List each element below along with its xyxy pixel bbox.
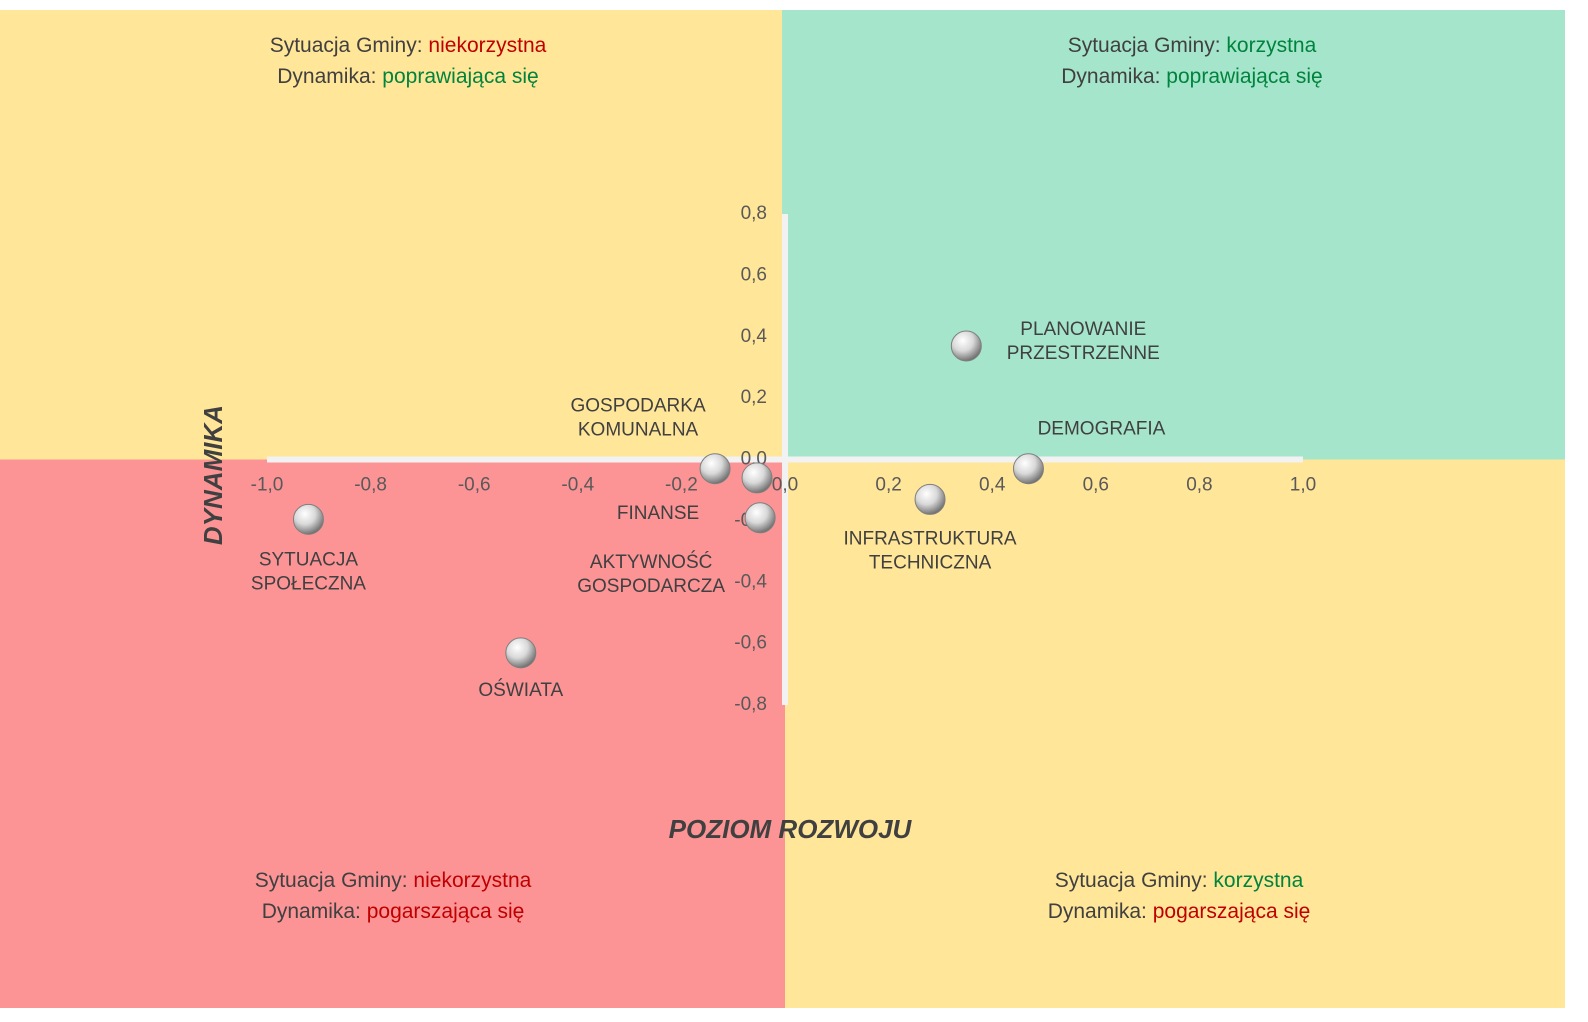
point-label: SPOŁECZNA [251,573,366,594]
y-tick-label: -0,4 [734,571,767,592]
quadrant [0,459,785,1008]
quadrant [0,10,782,460]
quadrant-label: Dynamika: [277,65,382,88]
point-label: TECHNICZNA [869,552,992,573]
point-label: OŚWIATA [478,679,563,701]
quadrant-text: Dynamika: poprawiająca się [277,65,538,88]
x-tick-label: 0,6 [1083,475,1109,496]
x-tick-label: 0,2 [875,475,901,496]
point [505,637,537,669]
quadrant-value: niekorzystna [428,34,546,57]
quadrant-text: Dynamika: poprawiająca się [1061,65,1322,88]
quadrant-label: Sytuacja Gminy: [1055,869,1214,892]
point [1012,453,1044,485]
quadrant-value: pogarszająca się [1153,900,1311,923]
quadrant-label: Sytuacja Gminy: [255,869,414,892]
x-tick-label: -0,6 [458,475,491,496]
y-tick-label: 0,4 [741,326,768,347]
quadrant-text: Sytuacja Gminy: niekorzystna [255,869,532,892]
quadrant-text: Dynamika: pogarszająca się [1048,900,1311,923]
quadrant-value: korzystna [1213,869,1303,892]
quadrant-label: Dynamika: [1061,65,1166,88]
quadrant-value: niekorzystna [413,869,531,892]
point [950,330,982,362]
point-label: DEMOGRAFIA [1038,419,1166,440]
y-tick-label: 0,2 [741,387,767,408]
x-axis-title: POZIOM ROZWOJU [669,814,913,844]
quadrant-label: Dynamika: [1048,900,1153,923]
x-tick-label: 0,4 [979,475,1006,496]
point-label: AKTYWNOŚĆ [590,551,712,573]
x-tick-label: 0,8 [1186,475,1212,496]
quadrant-label: Sytuacja Gminy: [270,34,429,57]
point [292,503,324,535]
quadrant-text: Sytuacja Gminy: korzystna [1055,869,1304,892]
point [699,453,731,485]
point-label: PRZESTRZENNE [1007,343,1160,364]
point-label: SYTUACJA [259,549,359,570]
y-tick-label: 0,8 [741,203,767,224]
x-tick-label: -0,4 [561,475,594,496]
x-tick-label: 0,0 [772,475,798,496]
point-label: GOSPODARKA [570,396,705,417]
quadrant-label: Dynamika: [262,900,367,923]
quadrant [785,459,1565,1008]
point [914,483,946,515]
y-tick-label: -0,8 [734,694,767,715]
quadrant-value: korzystna [1226,34,1316,57]
y-axis-title: DYNAMIKA [198,405,228,545]
quadrant-text: Dynamika: pogarszająca się [262,900,525,923]
point-label: INFRASTRUKTURA [843,528,1016,549]
x-tick-label: -0,8 [354,475,387,496]
x-tick-label: -0,2 [665,475,698,496]
point-label: PLANOWANIE [1020,319,1146,340]
point-label: KOMUNALNA [578,420,699,441]
x-tick-label: 1,0 [1290,475,1316,496]
y-tick-label: -0,6 [734,633,767,654]
quadrant-value: poprawiająca się [1166,65,1322,88]
quadrant-value: poprawiająca się [382,65,538,88]
quadrant-label: Sytuacja Gminy: [1068,34,1227,57]
y-tick-label: 0,6 [741,264,767,285]
quadrant-text: Sytuacja Gminy: korzystna [1068,34,1317,57]
point [741,462,773,494]
point-label: FINANSE [617,503,699,524]
point-label: GOSPODARCZA [577,576,725,597]
point [744,502,776,534]
x-tick-label: -1,0 [251,475,284,496]
quadrant-text: Sytuacja Gminy: niekorzystna [270,34,547,57]
quadrant-value: pogarszająca się [367,900,525,923]
quadrant [782,10,1565,460]
